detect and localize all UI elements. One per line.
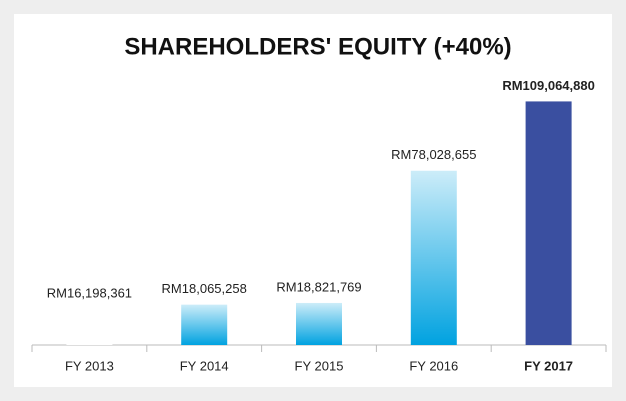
- bar: [181, 304, 228, 345]
- x-tick-label: FY 2014: [180, 358, 229, 373]
- bar: [296, 302, 342, 345]
- x-tick-label: FY 2016: [409, 358, 458, 373]
- bar: [410, 170, 457, 345]
- value-label: RM109,064,880: [502, 78, 595, 93]
- value-label: RM16,198,361: [47, 285, 132, 300]
- value-label: RM78,028,655: [391, 147, 476, 162]
- x-tick-label: FY 2013: [65, 358, 114, 373]
- x-tick-label: FY 2017: [524, 358, 573, 373]
- x-tick-label: FY 2015: [295, 358, 344, 373]
- bar: [525, 101, 572, 345]
- bar: [66, 308, 113, 345]
- chart-title: SHAREHOLDERS' EQUITY (+40%): [124, 33, 511, 60]
- value-label: RM18,065,258: [162, 281, 247, 296]
- value-label: RM18,821,769: [276, 279, 361, 294]
